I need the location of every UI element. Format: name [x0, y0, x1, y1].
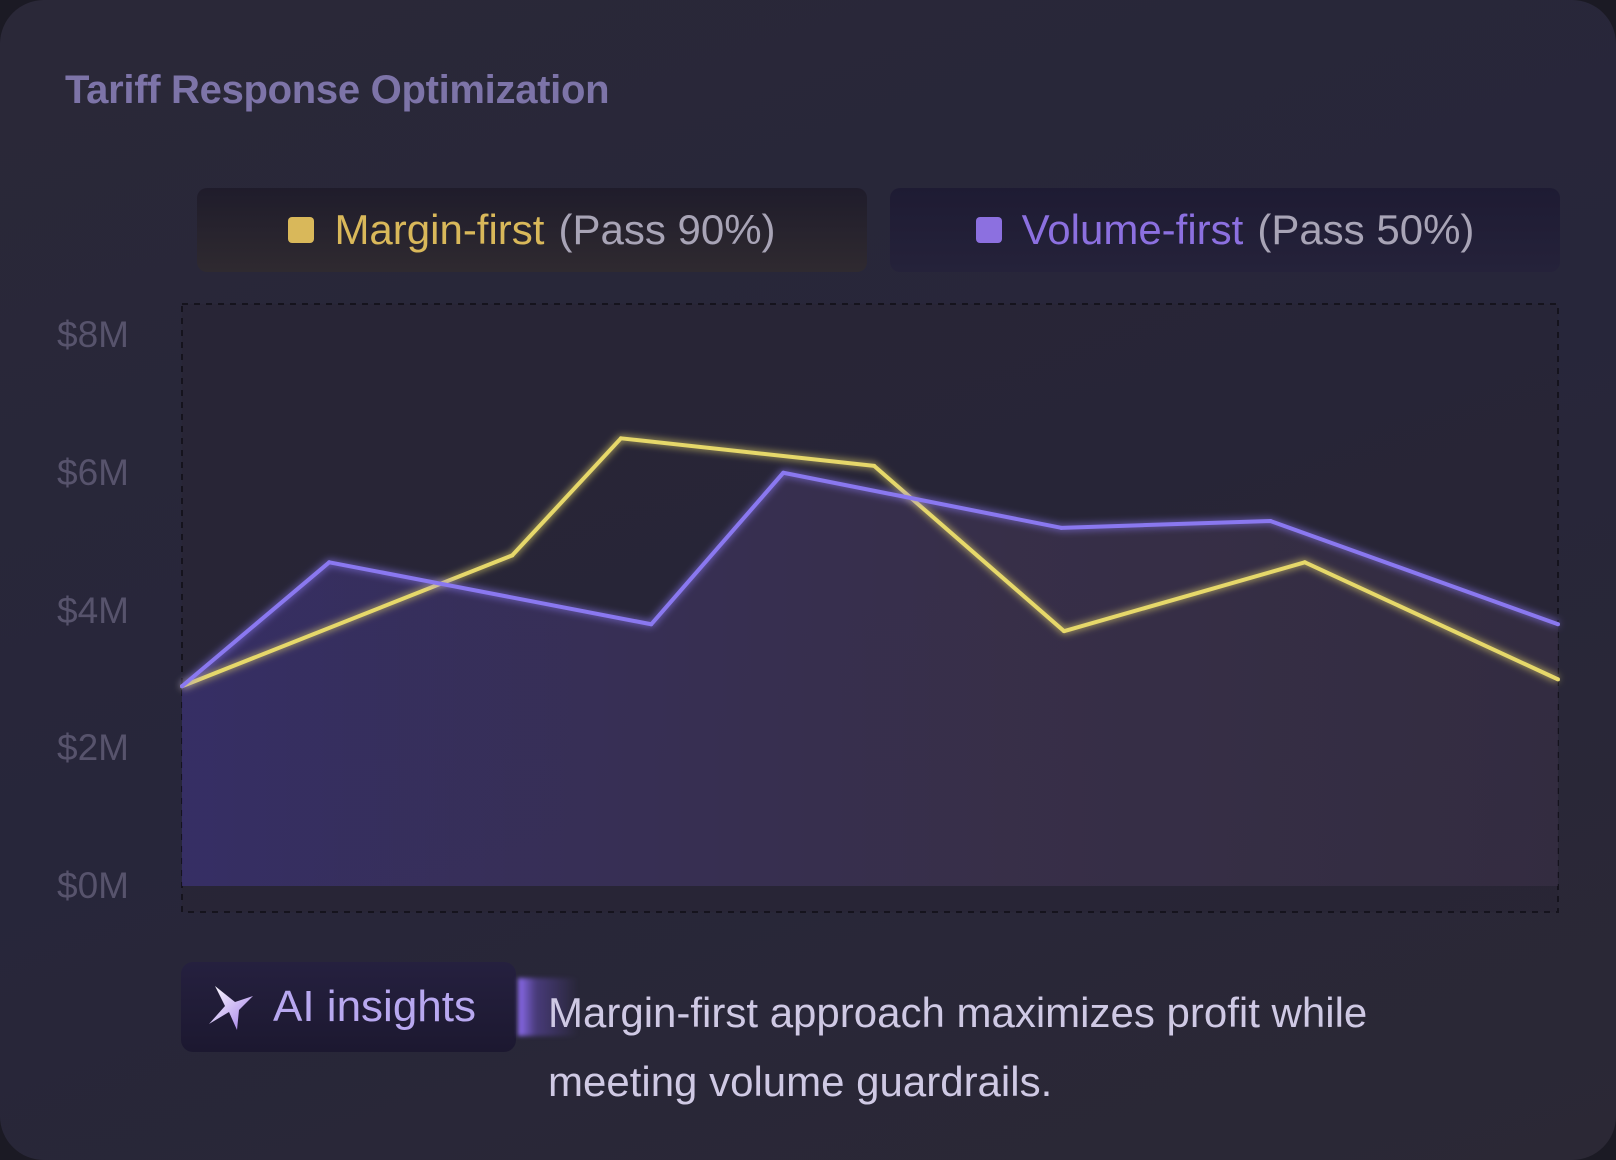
insight-text: Margin-first approach maximizes profit w…	[548, 989, 1368, 1105]
legend-label: Volume-first	[1021, 206, 1244, 253]
series-area-1	[182, 472, 1558, 886]
y-tick-label: $4M	[57, 589, 129, 631]
sparkle-icon	[209, 986, 253, 1030]
legend-note: (Pass 90%)	[558, 206, 776, 253]
data-point	[649, 622, 654, 627]
data-point	[1556, 622, 1560, 627]
legend-note: (Pass 50%)	[1257, 206, 1475, 253]
data-point	[1059, 525, 1064, 530]
y-tick-label: $2M	[57, 727, 129, 769]
y-tick-label: $0M	[57, 865, 129, 906]
data-point	[781, 470, 786, 475]
data-point	[1302, 560, 1307, 565]
insight-accent-bar	[518, 978, 578, 1036]
data-point	[1062, 629, 1067, 634]
data-point	[510, 553, 515, 558]
legend-margin-first[interactable]: Margin-first (Pass 90%)	[197, 188, 867, 272]
legend-label: Margin-first	[334, 206, 545, 253]
ai-insights-badge[interactable]: AI insights	[181, 962, 516, 1052]
legend-swatch	[288, 217, 315, 243]
data-point	[618, 436, 623, 441]
y-tick-label: $8M	[57, 314, 129, 355]
ai-insights-label: AI insights	[273, 982, 476, 1031]
y-tick-label: $6M	[57, 451, 129, 493]
data-point	[1268, 518, 1273, 523]
data-point	[1556, 677, 1560, 682]
data-point	[180, 684, 184, 689]
data-point	[872, 463, 877, 468]
legend-swatch	[975, 217, 1002, 243]
chart-title: Tariff Response Optimization	[65, 68, 610, 112]
data-point	[327, 560, 332, 565]
legend-volume-first[interactable]: Volume-first (Pass 50%)	[890, 188, 1560, 272]
